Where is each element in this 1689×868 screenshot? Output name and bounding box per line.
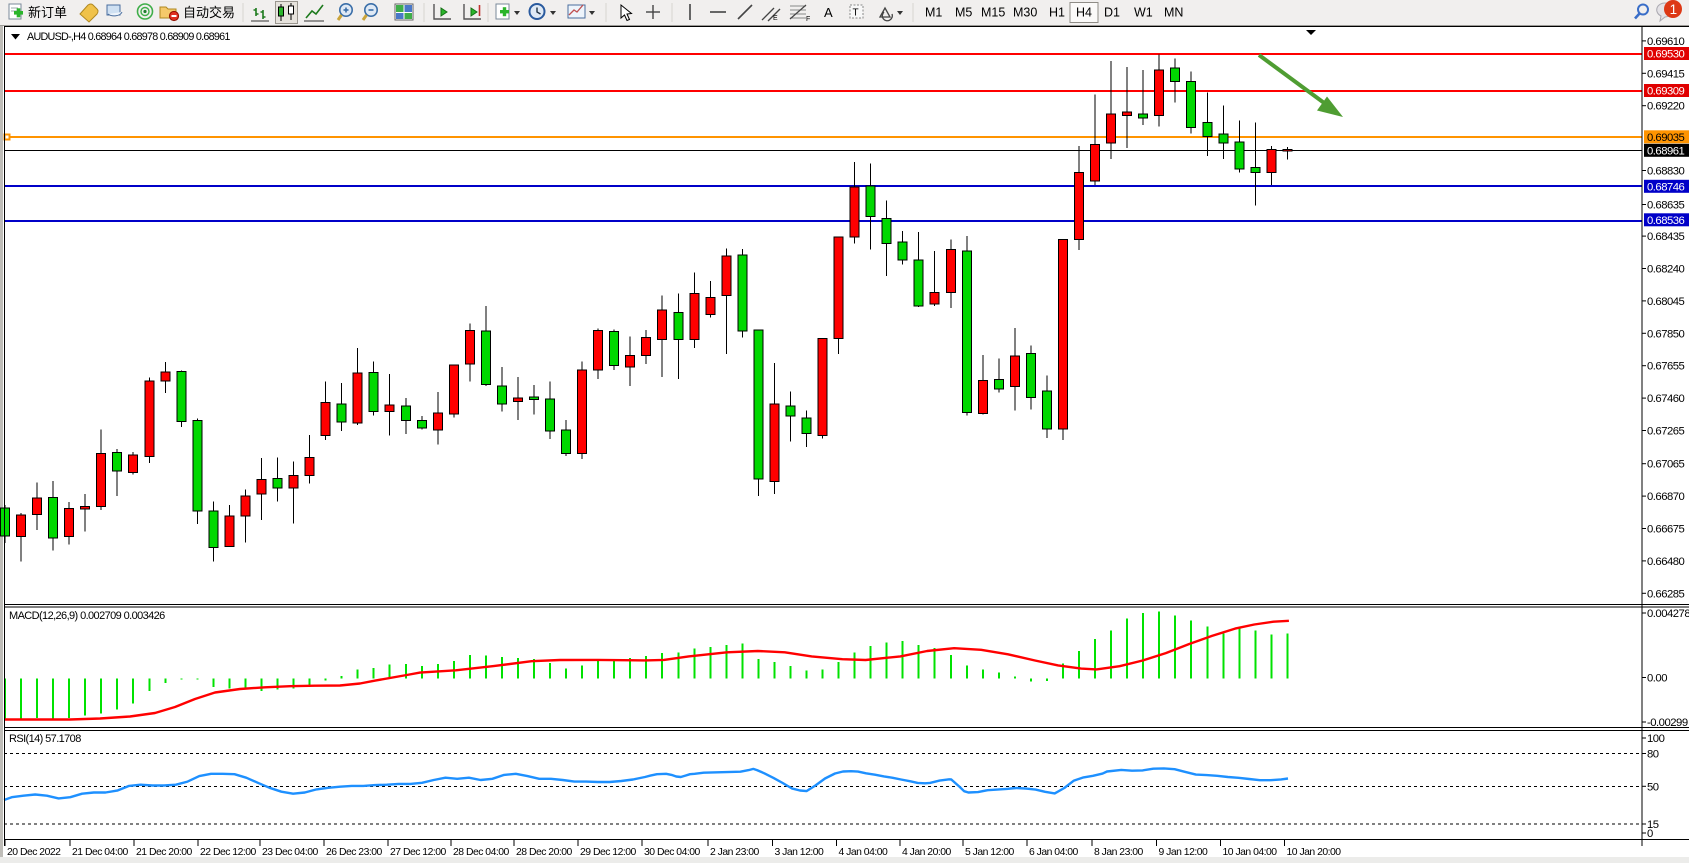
svg-text:-0.00299: -0.00299 <box>1647 717 1688 729</box>
svg-text:D1: D1 <box>1104 6 1120 20</box>
svg-text:MACD(12,26,9) 0.002709 0.00342: MACD(12,26,9) 0.002709 0.003426 <box>9 610 165 622</box>
svg-text:0.69610: 0.69610 <box>1647 36 1685 48</box>
svg-text:0.66870: 0.66870 <box>1647 491 1685 503</box>
svg-text:M5: M5 <box>955 6 972 20</box>
svg-text:100: 100 <box>1647 733 1665 745</box>
svg-text:T: T <box>853 8 859 19</box>
svg-text:0.68746: 0.68746 <box>1647 182 1685 194</box>
svg-text:0.69415: 0.69415 <box>1647 68 1685 80</box>
svg-text:15: 15 <box>1647 819 1659 831</box>
svg-text:A: A <box>824 5 833 20</box>
svg-text:0.67460: 0.67460 <box>1647 393 1685 405</box>
svg-text:M15: M15 <box>981 6 1005 20</box>
svg-text:RSI(14) 57.1708: RSI(14) 57.1708 <box>9 733 81 745</box>
svg-text:0.68240: 0.68240 <box>1647 264 1685 276</box>
svg-text:0.67850: 0.67850 <box>1647 328 1685 340</box>
svg-text:H1: H1 <box>1049 6 1065 20</box>
svg-text:0.66675: 0.66675 <box>1647 524 1685 536</box>
svg-text:0.69309: 0.69309 <box>1647 86 1685 98</box>
svg-text:0.68045: 0.68045 <box>1647 296 1685 308</box>
svg-text:0.66285: 0.66285 <box>1647 588 1685 600</box>
svg-text:0.69220: 0.69220 <box>1647 101 1685 113</box>
svg-text:50: 50 <box>1647 781 1659 793</box>
svg-text:H4: H4 <box>1076 6 1092 20</box>
svg-text:0.68635: 0.68635 <box>1647 200 1685 212</box>
svg-text:0.69530: 0.69530 <box>1647 49 1685 61</box>
svg-text:M1: M1 <box>925 6 942 20</box>
svg-text:F: F <box>806 16 810 23</box>
svg-text:29 Dec 12:00: 29 Dec 12:00 <box>580 847 637 858</box>
svg-text:6 Jan 04:00: 6 Jan 04:00 <box>1029 847 1079 858</box>
svg-text:0.00: 0.00 <box>1647 673 1667 685</box>
svg-text:0.67655: 0.67655 <box>1647 361 1685 373</box>
svg-text:27 Dec 12:00: 27 Dec 12:00 <box>390 847 447 858</box>
svg-text:21 Dec 04:00: 21 Dec 04:00 <box>72 847 129 858</box>
svg-text:8 Jan 23:00: 8 Jan 23:00 <box>1094 847 1144 858</box>
svg-text:9 Jan 12:00: 9 Jan 12:00 <box>1159 847 1209 858</box>
svg-text:2 Jan 23:00: 2 Jan 23:00 <box>710 847 760 858</box>
svg-text:自动交易: 自动交易 <box>183 5 235 20</box>
svg-text:0.004278: 0.004278 <box>1647 608 1689 620</box>
svg-text:0.68961: 0.68961 <box>1647 146 1685 158</box>
svg-text:M30: M30 <box>1013 6 1037 20</box>
svg-text:0.67265: 0.67265 <box>1647 426 1685 438</box>
svg-text:0.66480: 0.66480 <box>1647 556 1685 568</box>
svg-text:MN: MN <box>1164 6 1183 20</box>
svg-text:4 Jan 04:00: 4 Jan 04:00 <box>839 847 889 858</box>
svg-text:5 Jan 12:00: 5 Jan 12:00 <box>965 847 1015 858</box>
svg-text:W1: W1 <box>1134 6 1153 20</box>
svg-text:0.68435: 0.68435 <box>1647 231 1685 243</box>
svg-text:28 Dec 04:00: 28 Dec 04:00 <box>453 847 510 858</box>
svg-text:0: 0 <box>1647 828 1653 840</box>
svg-text:新订单: 新订单 <box>28 5 67 20</box>
svg-text:28 Dec 20:00: 28 Dec 20:00 <box>516 847 573 858</box>
svg-text:E: E <box>773 15 778 22</box>
svg-text:30 Dec 04:00: 30 Dec 04:00 <box>644 847 701 858</box>
svg-text:AUDUSD-,H4 0.68964 0.68978 0.: AUDUSD-,H4 0.68964 0.68978 0.68909 0.689… <box>27 31 230 43</box>
svg-text:26 Dec 23:00: 26 Dec 23:00 <box>326 847 383 858</box>
svg-text:21 Dec 20:00: 21 Dec 20:00 <box>136 847 193 858</box>
svg-text:20 Dec 2022: 20 Dec 2022 <box>7 847 61 858</box>
svg-text:4 Jan 20:00: 4 Jan 20:00 <box>902 847 952 858</box>
svg-text:23 Dec 04:00: 23 Dec 04:00 <box>262 847 319 858</box>
svg-text:22 Dec 12:00: 22 Dec 12:00 <box>200 847 257 858</box>
svg-text:0.68536: 0.68536 <box>1647 215 1685 227</box>
svg-text:10 Jan 20:00: 10 Jan 20:00 <box>1287 847 1342 858</box>
svg-text:0.69035: 0.69035 <box>1647 132 1685 144</box>
svg-text:80: 80 <box>1647 749 1659 761</box>
svg-text:1: 1 <box>1670 2 1678 17</box>
svg-text:0.67065: 0.67065 <box>1647 459 1685 471</box>
svg-text:3 Jan 12:00: 3 Jan 12:00 <box>775 847 825 858</box>
svg-text:0.68830: 0.68830 <box>1647 166 1685 178</box>
svg-text:10 Jan 04:00: 10 Jan 04:00 <box>1223 847 1278 858</box>
